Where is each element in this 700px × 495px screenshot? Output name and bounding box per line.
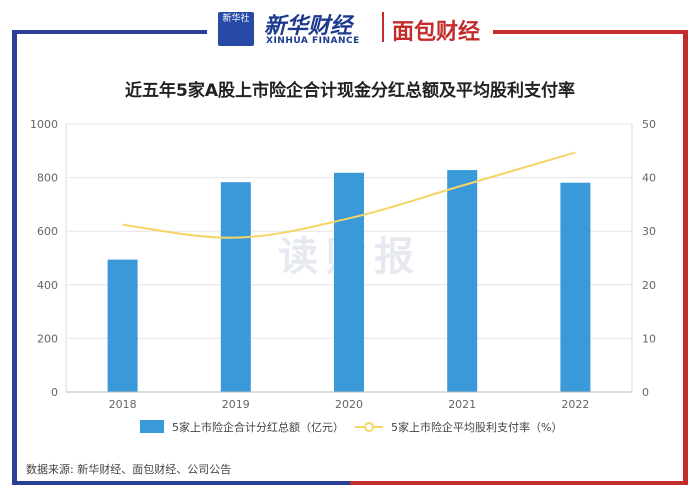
legend-bar-label: 5家上市险企合计分红总额（亿元） — [172, 420, 344, 434]
frame-bottom-left — [12, 481, 350, 485]
chart-title: 近五年5家A股上市险企合计现金分红总额及平均股利支付率 — [125, 81, 575, 101]
bar — [107, 259, 138, 392]
y-right-tick-label: 30 — [642, 225, 656, 238]
legend-line-marker — [364, 422, 374, 432]
data-source: 数据来源: 新华财经、面包财经、公司公告 — [26, 463, 232, 476]
legend-bar-swatch — [140, 420, 164, 433]
frame-top-left — [12, 30, 207, 34]
brand-xinhua-finance-sub: XINHUA FINANCE — [266, 36, 360, 46]
bars — [107, 170, 591, 392]
x-tick-label: 2018 — [109, 398, 137, 411]
x-tick-label: 2020 — [335, 398, 363, 411]
xinhua-logo: 新华社 — [218, 12, 254, 46]
header: 新华社 新华财经 XINHUA FINANCE 面包财经 — [210, 6, 500, 46]
legend-line-label: 5家上市险企平均股利支付率（%） — [391, 420, 562, 434]
y-left-tick-label: 200 — [37, 332, 58, 345]
x-tick-label: 2021 — [448, 398, 476, 411]
y-right-tick-label: 20 — [642, 279, 656, 292]
bar — [334, 172, 364, 392]
header-separator — [382, 12, 384, 42]
y-left-tick-label: 600 — [37, 225, 58, 238]
y-right-tick-label: 50 — [642, 118, 656, 131]
y-left-tick-label: 400 — [37, 279, 58, 292]
y-left-tick-label: 800 — [37, 172, 58, 185]
bar — [560, 182, 591, 392]
y-left-tick-label: 1000 — [30, 118, 58, 131]
frame-left — [12, 30, 17, 485]
y-left-tick-label: 0 — [51, 386, 58, 399]
frame-top-right — [493, 30, 688, 34]
frame-bottom-right — [350, 481, 688, 485]
x-tick-label: 2022 — [561, 398, 589, 411]
line-path — [122, 151, 576, 239]
bar — [220, 182, 251, 392]
y-right-tick-label: 40 — [642, 172, 656, 185]
axes: 0 200 400 600 800 1000 0 10 20 30 40 50 2018 2019 2020… — [30, 118, 656, 411]
brand-xinhua-finance: 新华财经 — [264, 13, 353, 39]
legend: 5家上市险企合计分红总额（亿元） 5家上市险企平均股利支付率（%） — [140, 420, 562, 434]
x-tick-label: 2019 — [222, 398, 250, 411]
frame-right — [683, 30, 688, 485]
y-right-tick-label: 10 — [642, 332, 656, 345]
y-right-tick-label: 0 — [642, 386, 649, 399]
line-series — [122, 151, 576, 239]
brand-mianbao-finance: 面包财经 — [392, 20, 481, 45]
bar — [447, 170, 478, 392]
